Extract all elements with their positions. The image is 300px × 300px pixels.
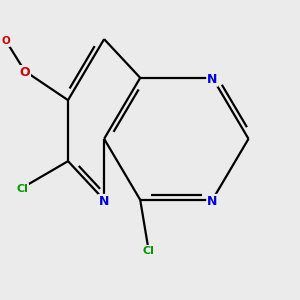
Text: Cl: Cl bbox=[16, 184, 28, 194]
Text: O: O bbox=[1, 36, 10, 46]
Text: O: O bbox=[20, 66, 30, 79]
Text: N: N bbox=[207, 195, 218, 208]
Text: Cl: Cl bbox=[142, 246, 154, 256]
Text: N: N bbox=[207, 73, 218, 86]
Text: N: N bbox=[99, 195, 109, 208]
